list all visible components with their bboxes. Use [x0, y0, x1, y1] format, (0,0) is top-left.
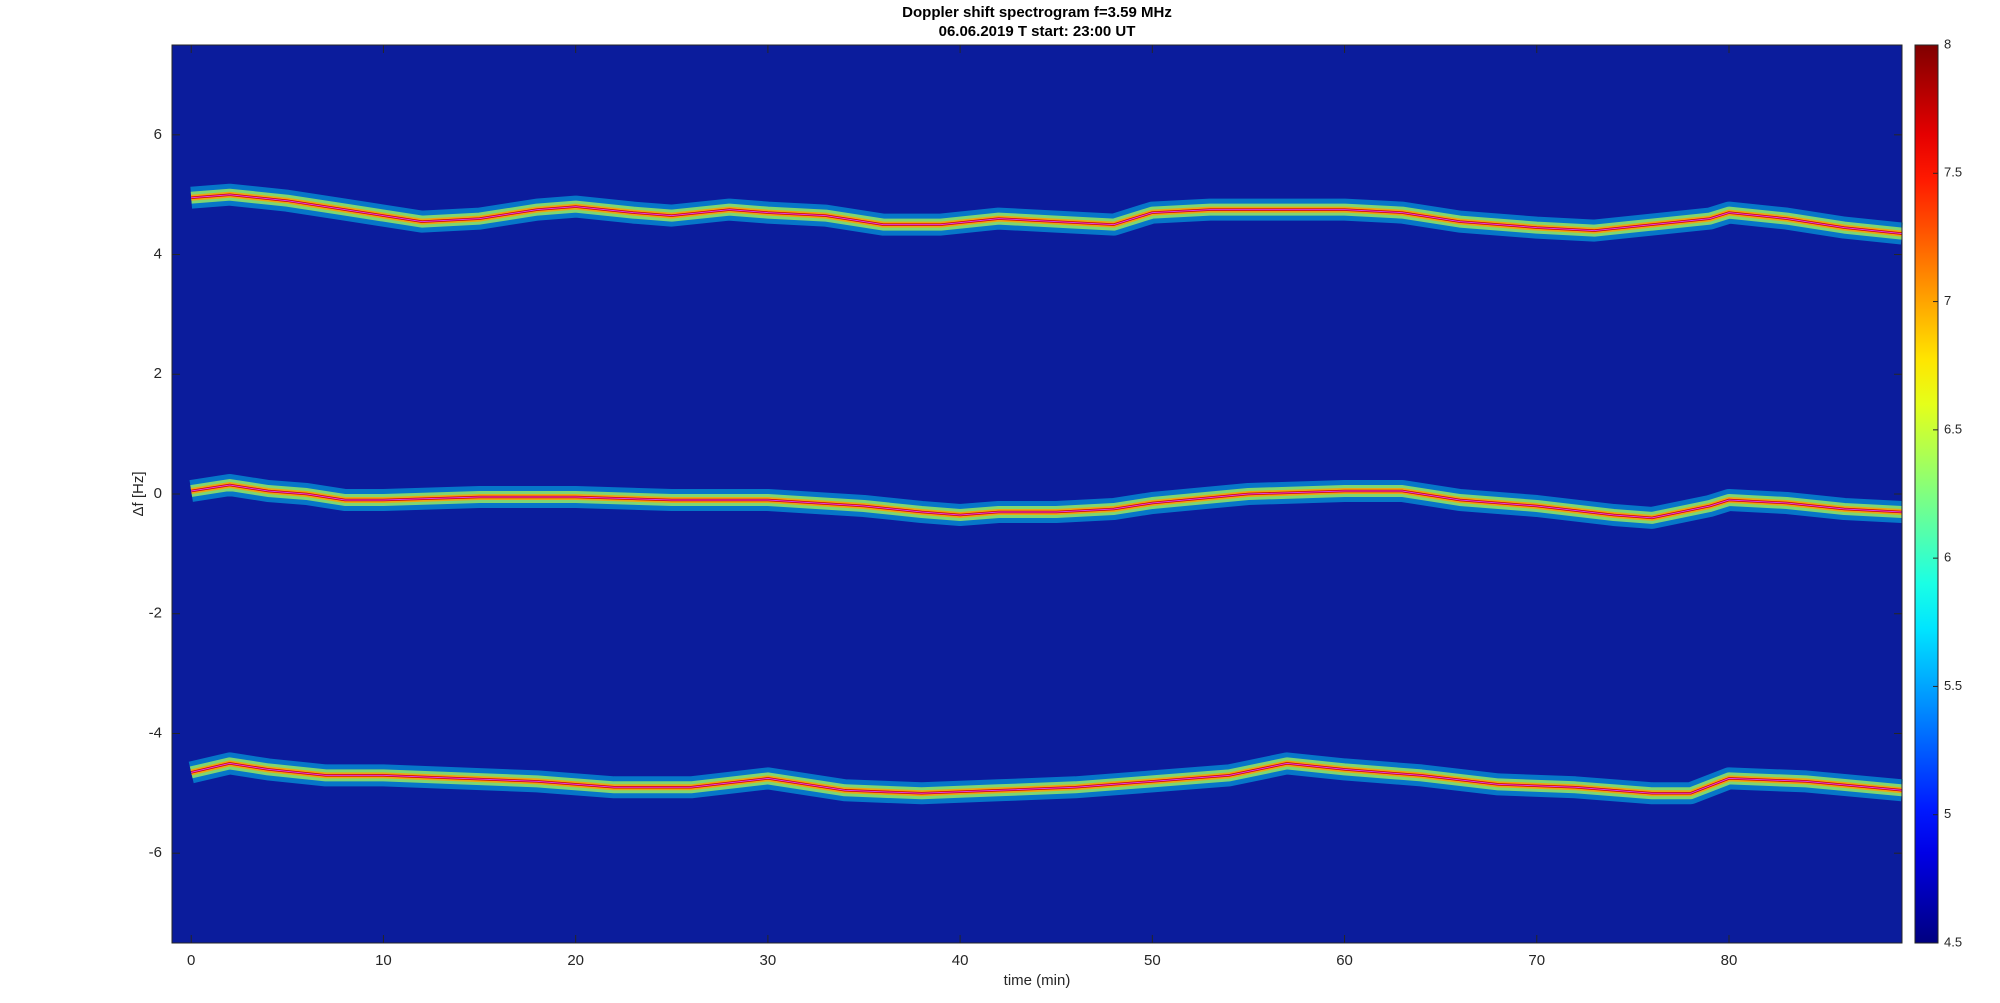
- x-tick-label: 30: [760, 952, 777, 969]
- x-tick-label: 60: [1336, 952, 1353, 969]
- y-tick-label: 0: [154, 485, 162, 502]
- x-axis-label: time (min): [1004, 972, 1071, 989]
- x-tick-label: 20: [567, 952, 584, 969]
- colorbar: [1914, 44, 1939, 944]
- x-tick-label: 70: [1528, 952, 1545, 969]
- x-tick-label: 40: [952, 952, 969, 969]
- trace: [191, 194, 1903, 235]
- colorbar-tick-label: 7: [1944, 293, 1951, 308]
- trace: [191, 762, 1903, 794]
- x-tick-label: 80: [1721, 952, 1738, 969]
- trace: [191, 484, 1903, 519]
- colorbar-tick-label: 6: [1944, 550, 1951, 565]
- chart-title: Doppler shift spectrogram f=3.59 MHz: [902, 4, 1172, 21]
- chart-subtitle: 06.06.2019 T start: 23:00 UT: [939, 23, 1136, 40]
- y-tick-label: 6: [154, 126, 162, 143]
- colorbar-tick-label: 5.5: [1944, 678, 1962, 693]
- y-tick-label: -4: [149, 724, 162, 741]
- colorbar-tick-label: 4.5: [1944, 934, 1962, 949]
- colorbar-tick-label: 6.5: [1944, 421, 1962, 436]
- colorbar-tick-label: 7.5: [1944, 165, 1962, 180]
- y-tick-label: 2: [154, 365, 162, 382]
- y-axis-label: Δf [Hz]: [130, 471, 147, 516]
- x-tick-label: 10: [375, 952, 392, 969]
- colorbar-tick-label: 5: [1944, 806, 1951, 821]
- y-tick-label: 4: [154, 246, 162, 263]
- x-tick-label: 0: [187, 952, 195, 969]
- y-tick-label: -6: [149, 844, 162, 861]
- x-tick-label: 50: [1144, 952, 1161, 969]
- colorbar-tick-label: 8: [1944, 36, 1951, 51]
- y-tick-label: -2: [149, 605, 162, 622]
